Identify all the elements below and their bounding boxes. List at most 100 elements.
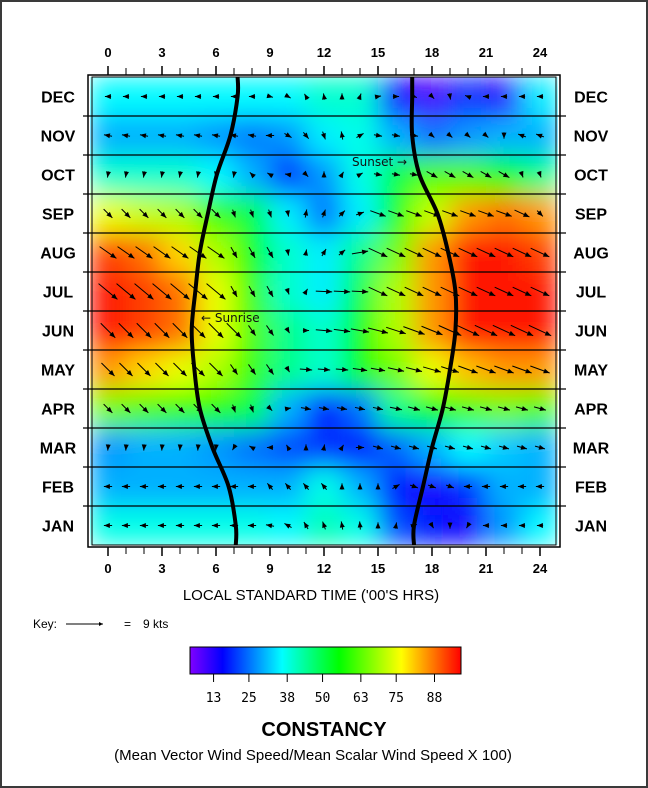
wind-vector — [322, 521, 327, 530]
wind-vector — [171, 246, 189, 259]
wind-vector — [175, 208, 185, 219]
wind-vector — [193, 208, 203, 219]
wind-vector — [303, 521, 310, 530]
wind-vector — [208, 322, 224, 339]
bottom-tick-label: 21 — [479, 561, 493, 576]
wind-vector — [116, 283, 136, 300]
month-label-left: NOV — [41, 129, 76, 146]
top-tick-label: 6 — [212, 45, 219, 60]
wind-vector — [494, 286, 514, 297]
wind-vector — [515, 406, 529, 411]
wind-vector — [391, 132, 401, 138]
wind-vector — [444, 444, 456, 450]
month-label-left: MAY — [41, 363, 75, 380]
wind-vector — [370, 210, 386, 217]
wind-vector — [302, 328, 310, 333]
colorbar-tick-label: 75 — [388, 691, 404, 706]
wind-vector — [142, 171, 147, 178]
wind-vector — [121, 403, 131, 414]
colorbar-tick-label: 88 — [427, 691, 443, 706]
wind-vector — [352, 367, 368, 373]
wind-vector — [248, 246, 256, 259]
wind-vector — [267, 209, 272, 218]
wind-vector — [139, 523, 149, 528]
wind-vector — [536, 523, 544, 528]
wind-vector — [350, 328, 370, 334]
wind-vector — [193, 133, 203, 139]
wind-vectors — [98, 92, 552, 530]
wind-vector — [404, 286, 424, 297]
wind-vector — [321, 131, 326, 140]
wind-vector — [421, 325, 443, 336]
wind-vector — [139, 484, 149, 489]
wind-vector — [445, 483, 455, 489]
wind-vector — [194, 94, 202, 99]
wind-vector — [232, 443, 238, 451]
wind-vector — [336, 405, 348, 411]
wind-vector — [390, 444, 402, 450]
wind-vector — [422, 247, 442, 258]
wind-vector — [121, 523, 131, 528]
wind-vector — [315, 328, 333, 334]
wind-vector — [466, 521, 472, 529]
wind-vector — [354, 405, 366, 411]
wind-vector — [103, 523, 113, 528]
wind-vector — [479, 406, 493, 411]
wind-vector — [121, 484, 131, 489]
wind-vector — [285, 249, 290, 256]
colorbar — [189, 646, 462, 675]
wind-vector — [427, 483, 437, 489]
wind-vector — [528, 324, 552, 337]
wind-vector — [134, 283, 154, 300]
wind-vector — [496, 210, 512, 217]
wind-vector — [207, 246, 225, 259]
wind-vector — [536, 170, 542, 178]
wind-vector — [212, 94, 220, 99]
colorbar-tick-label: 50 — [315, 691, 331, 706]
wind-vector — [368, 247, 388, 258]
wind-vector — [446, 131, 453, 138]
wind-vector — [392, 94, 400, 99]
month-label-right: NOV — [574, 129, 609, 146]
wind-vector — [100, 322, 116, 339]
wind-vector — [530, 247, 550, 258]
wind-vector — [447, 522, 453, 529]
month-label-right: MAY — [574, 363, 608, 380]
wind-vector — [141, 444, 147, 451]
wind-vector — [284, 172, 292, 178]
wind-vector — [386, 326, 406, 335]
wind-vector — [139, 403, 149, 414]
wind-vector — [284, 92, 291, 99]
top-tick-label: 21 — [479, 45, 493, 60]
wind-vector — [266, 364, 274, 375]
wind-vector — [518, 523, 526, 528]
wind-vector — [322, 93, 327, 100]
wind-vector — [535, 484, 545, 489]
wind-vector — [403, 326, 425, 335]
wind-vector — [499, 484, 509, 489]
wind-vector — [351, 249, 369, 255]
wind-vector — [160, 171, 165, 178]
wind-vector — [103, 484, 113, 489]
wind-vector — [157, 133, 167, 139]
wind-vector — [284, 523, 292, 529]
wind-vector — [286, 444, 292, 452]
wind-vector — [338, 249, 346, 256]
wind-vector — [407, 406, 421, 411]
wind-vector — [230, 285, 238, 298]
wind-vector — [249, 171, 256, 179]
wind-vector — [492, 324, 516, 337]
month-label-right: DEC — [574, 90, 608, 107]
wind-vector — [464, 131, 471, 138]
key: Key: = 9 kts — [33, 617, 168, 631]
bottom-tick-label: 18 — [425, 561, 439, 576]
colorbar-title: CONSTANCY — [261, 719, 387, 741]
wind-vector — [391, 171, 401, 177]
bottom-tick-label: 0 — [104, 561, 111, 576]
wind-vector — [461, 406, 475, 411]
wind-vector — [249, 445, 256, 452]
wind-vector — [464, 94, 472, 100]
wind-vector — [530, 286, 550, 297]
wind-vector — [321, 444, 326, 451]
